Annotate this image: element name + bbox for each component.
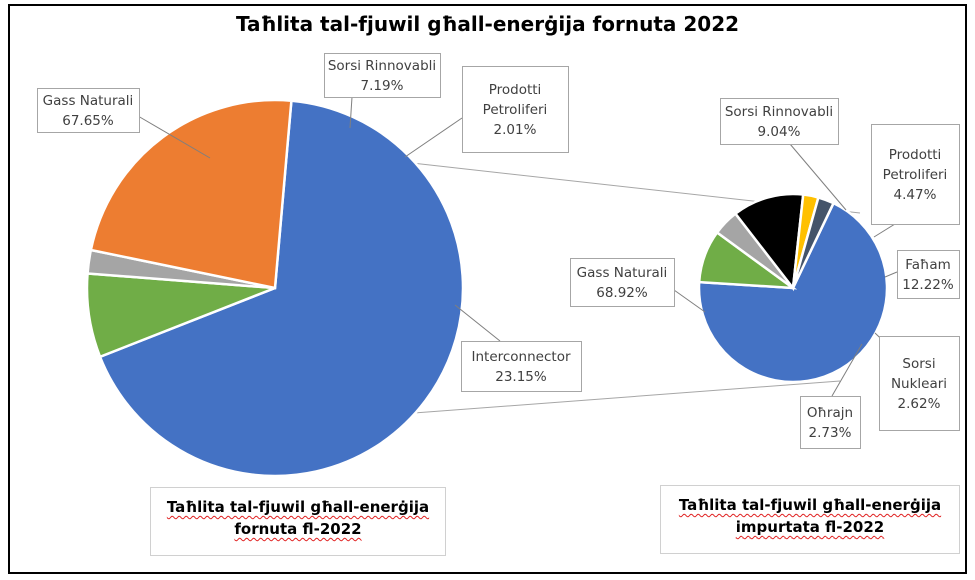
connector-line-bottom: [413, 380, 841, 414]
pie-right-name-sorsi-nukleari: Nukleari: [891, 376, 947, 392]
labels-left: Gass Naturali 67.65% Sorsi Rinnovabli 7.19%…: [37, 53, 582, 392]
pie-left-value-prodotti-petroliferi: 2.01%: [494, 122, 537, 138]
pie-right-label-o-rajn: Oħrajn 2.73%: [800, 343, 863, 449]
pie-left-name-sorsi-rinnovabli: Sorsi Rinnovabli: [328, 58, 436, 74]
pie-left-label-sorsi-rinnovabli: Sorsi Rinnovabli 7.19%: [324, 53, 441, 129]
pie-left-name-prodotti-petroliferi: Petroliferi: [483, 102, 548, 118]
pie-right-name-fa-am: Faħam: [905, 257, 951, 273]
pie-right-value-sorsi-rinnovabli: 9.04%: [758, 124, 801, 140]
pie-left-label-interconnector: Interconnector 23.15%: [454, 304, 582, 392]
pie-left-slice-interconnector: [89, 98, 293, 290]
pie-right-slice-gass-naturali: [697, 201, 889, 384]
pie-right-name-o-rajn: Oħrajn: [807, 405, 853, 421]
pie-right-label-fa-am: Faħam 12.22%: [884, 250, 960, 299]
pie-right-slice-fa-am: [733, 192, 805, 292]
pie-right-name-gass-naturali: Gass Naturali: [577, 265, 668, 281]
pie-right-value-o-rajn: 2.73%: [809, 425, 852, 441]
pie-left-label-gass-naturali: Gass Naturali 67.65%: [37, 88, 211, 159]
pie-left-name-interconnector: Interconnector: [471, 349, 570, 365]
pie-right: [697, 192, 889, 384]
pie-right-label-prodotti-petroliferi: Prodotti Petroliferi 4.47%: [871, 124, 960, 238]
caption-supplied-line-2: fornuta fl-2022: [234, 520, 362, 538]
pie-right-name-prodotti-petroliferi: Prodotti: [889, 147, 942, 163]
labels-right: Gass Naturali 68.92% Sorsi Rinnovabli 9.04%…: [570, 98, 960, 449]
pie-left-value-sorsi-rinnovabli: 7.19%: [361, 78, 404, 94]
pie-right-slice-o-rajn: [791, 195, 836, 289]
pie-left-slice-gass-naturali: [98, 99, 465, 478]
caption-supplied: Taħlita tal-fjuwil għall-enerġija fornut…: [150, 487, 446, 556]
pie-right-name-sorsi-rinnovabli: Sorsi Rinnovabli: [725, 104, 833, 120]
pie-left-name-prodotti-petroliferi: Prodotti: [489, 82, 542, 98]
pie-right-label-sorsi-rinnovabli: Sorsi Rinnovabli 9.04%: [720, 98, 847, 211]
caption-supplied-line-1: Taħlita tal-fjuwil għall-enerġija: [166, 498, 430, 516]
pie-left: [85, 98, 465, 478]
caption-imported: Taħlita tal-fjuwil għall-enerġija impurt…: [660, 485, 960, 554]
caption-imported-line-1: Taħlita tal-fjuwil għall-enerġija: [678, 496, 942, 514]
pie-right-name-prodotti-petroliferi: Petroliferi: [883, 167, 948, 183]
pie-right-value-fa-am: 12.22%: [902, 277, 954, 293]
pie-right-value-sorsi-nukleari: 2.62%: [898, 396, 941, 412]
pie-left-value-gass-naturali: 67.65%: [62, 113, 114, 129]
pie-left-name-gass-naturali: Gass Naturali: [43, 93, 134, 109]
pie-right-label-gass-naturali: Gass Naturali 68.92%: [570, 258, 706, 313]
pie-right-value-gass-naturali: 68.92%: [596, 285, 648, 301]
pie-right-name-sorsi-nukleari: Sorsi: [902, 356, 935, 372]
chart-title: Taħlita tal-fjuwil għall-enerġija fornut…: [235, 12, 740, 36]
pie-left-label-prodotti-petroliferi: Prodotti Petroliferi 2.01%: [404, 66, 569, 158]
pie-right-value-prodotti-petroliferi: 4.47%: [894, 187, 937, 203]
pie-left-value-interconnector: 23.15%: [495, 369, 547, 385]
caption-imported-line-2: impurtata fl-2022: [735, 518, 885, 536]
pie-right-label-sorsi-nukleari: Sorsi Nukleari 2.62%: [874, 332, 960, 431]
